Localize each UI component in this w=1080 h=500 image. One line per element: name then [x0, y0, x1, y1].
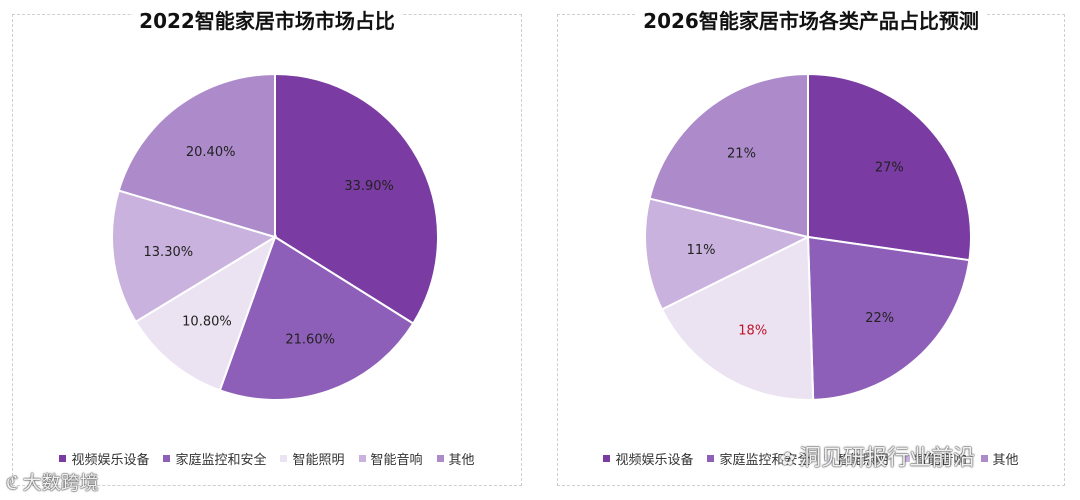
legend-label: 其他: [992, 453, 1019, 468]
slice-label-2: 22%: [865, 311, 894, 326]
legend-label: 智能照明: [292, 453, 345, 468]
pie-slice-1: [807, 72, 972, 262]
legend-item-1: 视频娱乐设备: [59, 449, 149, 468]
legend-label: 视频娱乐设备: [71, 453, 150, 468]
watermark-right: ✿ 洞见研报行业前沿: [780, 446, 976, 471]
pie-slice-2: [218, 235, 415, 401]
slice-label-4: 11%: [687, 243, 716, 258]
legend-swatch: [980, 455, 988, 462]
legend-swatch: [59, 455, 67, 462]
legend-swatch: [707, 455, 715, 462]
legend-swatch: [824, 455, 832, 462]
chart-title-2022: 2022智能家居市场市场占比: [13, 5, 521, 34]
legend-label: 其他: [448, 453, 475, 468]
legend-item-5: 其他: [980, 449, 1019, 468]
pie-slice-2: [806, 235, 971, 401]
pie-slice-4: [111, 189, 278, 324]
legend-label: 智能音响: [370, 453, 423, 468]
slice-label-1: 27%: [875, 161, 904, 176]
legend-swatch: [902, 455, 910, 462]
legend-swatch: [436, 455, 444, 462]
pie-slice-3: [134, 234, 277, 392]
pie-slice-4: [644, 197, 811, 311]
legend-item-2: 家庭监控和安全: [707, 449, 810, 468]
legend-item-4: 智能音响: [902, 449, 967, 468]
legend-2026: 视频娱乐设备 家庭监控和安全 智能照明 智能音响 其他: [558, 449, 1064, 468]
slice-label-5: 20.40%: [186, 145, 236, 160]
chart-panel-2022: 2022智能家居市场市场占比 33.90% 21.60% 10.80% 13.30% 2…: [12, 9, 522, 486]
slice-label-3: 10.80%: [182, 314, 232, 329]
wechat-icon: ✿: [780, 449, 796, 470]
chart-panel-2026: 2026智能家居市场各类产品占比预测 27% 22% 18% 11% 21% 视频娱乐设…: [557, 9, 1065, 486]
watermark-left: ℭ 大数跨境: [6, 472, 99, 494]
legend-swatch: [163, 455, 171, 462]
legend-swatch: [603, 455, 611, 462]
slice-label-4: 13.30%: [144, 245, 194, 260]
legend-swatch: [358, 455, 366, 462]
slice-label-1: 33.90%: [344, 179, 394, 194]
legend-item-1: 视频娱乐设备: [603, 449, 693, 468]
legend-item-4: 智能音响: [358, 449, 423, 468]
pie-chart-2026: 27% 22% 18% 11% 21%: [644, 72, 972, 401]
slice-label-5: 21%: [727, 146, 756, 161]
legend-item-2: 家庭监控和安全: [163, 449, 266, 468]
legend-label: 家庭监控和安全: [175, 453, 267, 468]
pie-slice-1: [274, 72, 439, 325]
pie-slice-5: [648, 72, 809, 239]
chart-title-2026: 2026智能家居市场各类产品占比预测: [558, 5, 1064, 34]
logo-icon: ℭ: [6, 473, 19, 494]
pie-chart-2022: 33.90% 21.60% 10.80% 13.30% 20.40%: [111, 72, 439, 401]
legend-item-5: 其他: [436, 449, 475, 468]
legend-label: 家庭监控和安全: [719, 453, 811, 468]
legend-swatch: [280, 455, 288, 462]
pie-slice-5: [117, 72, 276, 239]
legend-label: 智能照明: [836, 453, 889, 468]
legend-item-3: 智能照明: [280, 449, 345, 468]
pie-slice-3: [660, 235, 815, 401]
slice-label-3: 18%: [738, 323, 767, 338]
slice-label-2: 21.60%: [285, 333, 335, 348]
legend-item-3: 智能照明: [824, 449, 889, 468]
legend-label: 智能音响: [914, 453, 967, 468]
legend-label: 视频娱乐设备: [615, 453, 694, 468]
legend-2022: 视频娱乐设备 家庭监控和安全 智能照明 智能音响 其他: [13, 449, 521, 468]
